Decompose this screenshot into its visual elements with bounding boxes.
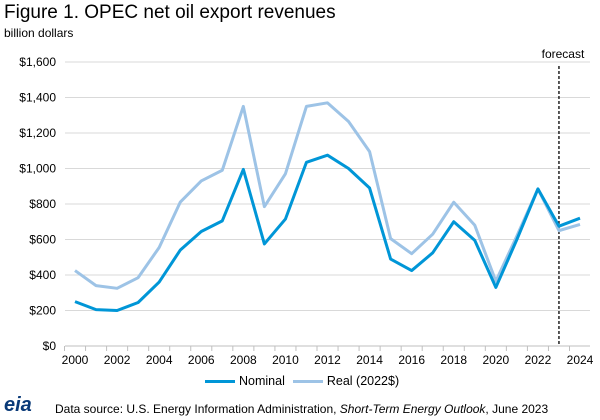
y-tick-label: $1,600: [19, 55, 56, 69]
y-tick-label: $1,000: [19, 162, 56, 176]
y-tick-label: $200: [29, 304, 56, 318]
legend-item-nominal: Nominal: [205, 374, 285, 388]
legend-swatch-nominal: [205, 380, 235, 384]
y-tick-label: $0: [43, 339, 57, 353]
x-tick-label: 2024: [567, 353, 594, 367]
y-tick-label: $600: [29, 233, 56, 247]
x-tick-label: 2014: [356, 353, 383, 367]
legend-label-real: Real (2022$): [326, 374, 400, 388]
x-tick-label: 2022: [525, 353, 552, 367]
eia-logo: eia: [4, 394, 32, 416]
series-line-real: [74, 101, 581, 290]
forecast-label: forecast: [542, 47, 585, 61]
legend: Nominal Real (2022$): [205, 374, 399, 388]
y-tick-label: $1,200: [19, 126, 56, 140]
x-tick-label: 2002: [104, 353, 131, 367]
x-tick-label: 2010: [272, 353, 299, 367]
data-source-note: Data source: U.S. Energy Information Adm…: [55, 402, 549, 416]
x-tick-label: 2006: [188, 353, 215, 367]
y-tick-label: $400: [29, 268, 56, 282]
x-tick-label: 2012: [314, 353, 341, 367]
x-tick-label: 2016: [398, 353, 425, 367]
legend-label-nominal: Nominal: [239, 374, 285, 388]
y-axis-unit-label: billion dollars: [4, 26, 74, 40]
legend-swatch-real: [292, 380, 323, 384]
x-tick-label: 2008: [230, 353, 257, 367]
line-chart: $0 $200 $400 $600 $800 $1,000 $1,200 $1,400 $1,6…: [19, 47, 594, 367]
y-tick-label: $800: [29, 197, 56, 211]
x-tick-label: 2000: [62, 353, 89, 367]
x-tick-label: 2004: [146, 353, 173, 367]
legend-item-real: Real (2022$): [292, 374, 400, 388]
series-line-nominal: [74, 153, 581, 312]
x-tick-label: 2018: [440, 353, 467, 367]
y-tick-label: $1,400: [19, 91, 56, 105]
x-tick-label: 2020: [482, 353, 509, 367]
chart-title: Figure 1. OPEC net oil export revenues: [4, 2, 336, 23]
